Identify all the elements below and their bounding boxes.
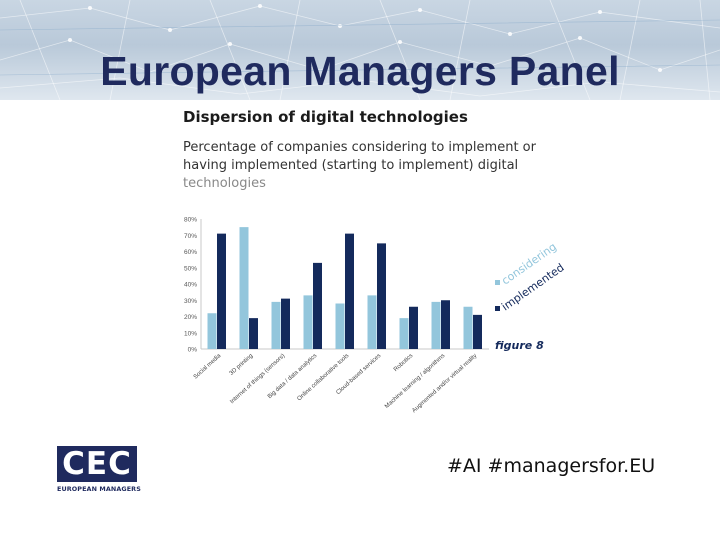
- y-tick-label: 60%: [184, 249, 197, 256]
- hashtag-text: #AI #managersfor.EU: [447, 455, 656, 477]
- x-category-label: Internet of things (sensors): [229, 353, 286, 405]
- bar-implemented: [281, 298, 290, 349]
- legend-swatch-considering: [495, 280, 500, 285]
- bar-implemented: [441, 300, 450, 349]
- y-tick-label: 70%: [184, 233, 197, 240]
- bar-considering: [431, 301, 441, 349]
- bar-implemented: [345, 233, 354, 349]
- y-tick-label: 10%: [184, 330, 197, 337]
- cec-logo: CEC EUROPEAN MANAGERS: [57, 446, 141, 493]
- bar-implemented: [249, 318, 258, 349]
- header-banner: [0, 0, 720, 100]
- bar-considering: [399, 318, 409, 349]
- chart-description-main: Percentage of companies considering to i…: [183, 140, 536, 173]
- bar-considering: [463, 306, 473, 349]
- y-tick-label: 20%: [184, 314, 197, 321]
- chart-description: Percentage of companies considering to i…: [183, 139, 543, 193]
- y-tick-label: 80%: [184, 217, 197, 224]
- x-category-label: 3D printing: [229, 353, 255, 377]
- bar-implemented: [217, 233, 226, 349]
- figure-label: figure 8: [495, 339, 544, 352]
- x-category-label: Augmented and/or virtual reality: [411, 353, 478, 414]
- x-category-label: Machine learning / algorithms: [384, 353, 446, 410]
- network-background-graphic: [0, 0, 720, 100]
- bar-considering: [271, 301, 281, 349]
- bar-considering: [207, 313, 217, 349]
- bar-implemented: [313, 262, 322, 349]
- chart-description-end: technologies: [183, 176, 266, 191]
- bar-considering: [335, 303, 345, 349]
- bar-implemented: [377, 243, 386, 349]
- bar-considering: [367, 295, 377, 349]
- x-category-label: Online collaborative tools: [296, 353, 350, 402]
- logo-text: EUROPEAN MANAGERS: [57, 485, 141, 493]
- bar-implemented: [473, 314, 482, 349]
- slide-title: European Managers Panel: [100, 48, 620, 94]
- x-category-label: Social media: [193, 353, 223, 381]
- y-tick-label: 50%: [184, 265, 197, 272]
- y-tick-label: 0%: [188, 347, 198, 354]
- chart-heading: Dispersion of digital technologies: [183, 108, 468, 126]
- y-tick-label: 40%: [184, 282, 197, 289]
- y-tick-label: 30%: [184, 298, 197, 305]
- legend-swatch-implemented: [495, 306, 500, 311]
- logo-mark: CEC: [57, 446, 137, 482]
- bar-considering: [303, 295, 313, 349]
- bar-considering: [239, 227, 249, 349]
- x-category-label: Robotics: [393, 353, 414, 373]
- bar-chart: 0% 10% 20% 30% 40% 50% 60% 70% 80% Social media 3…: [184, 217, 565, 415]
- bar-implemented: [409, 306, 418, 349]
